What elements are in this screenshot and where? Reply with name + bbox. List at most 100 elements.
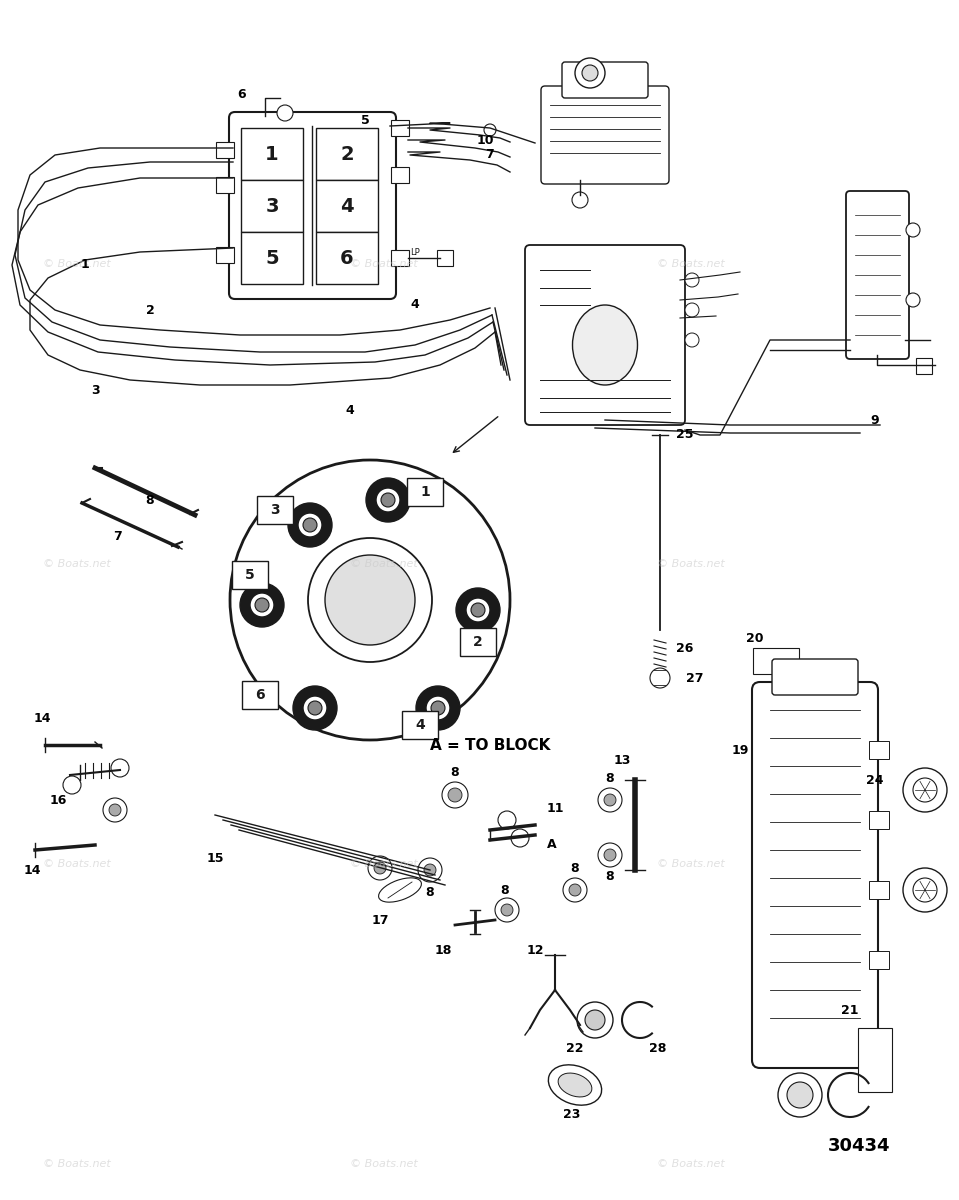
Circle shape [368, 856, 392, 880]
Text: 15: 15 [206, 852, 223, 864]
FancyBboxPatch shape [391, 120, 409, 136]
Circle shape [471, 602, 485, 617]
Text: LP: LP [410, 248, 420, 257]
Text: 30434: 30434 [828, 1138, 890, 1154]
Circle shape [442, 782, 468, 808]
Text: © Boats.net: © Boats.net [43, 1159, 110, 1169]
Text: 1: 1 [266, 144, 279, 163]
Circle shape [604, 794, 616, 806]
Circle shape [495, 898, 519, 922]
Circle shape [308, 701, 322, 715]
Text: © Boats.net: © Boats.net [43, 559, 110, 569]
Circle shape [585, 1010, 605, 1030]
FancyBboxPatch shape [241, 128, 303, 180]
Circle shape [511, 829, 529, 847]
Circle shape [650, 668, 670, 688]
Circle shape [374, 862, 386, 874]
Circle shape [303, 518, 317, 532]
Text: 2: 2 [473, 635, 483, 649]
Text: 4: 4 [340, 197, 354, 216]
Text: © Boats.net: © Boats.net [350, 559, 417, 569]
Text: © Boats.net: © Boats.net [350, 859, 417, 869]
Circle shape [424, 864, 436, 876]
Text: 4: 4 [415, 718, 425, 732]
FancyBboxPatch shape [241, 180, 303, 232]
Text: 3: 3 [91, 384, 100, 396]
Circle shape [366, 478, 410, 522]
Circle shape [913, 778, 937, 802]
Circle shape [103, 798, 127, 822]
Circle shape [293, 686, 337, 730]
Text: 7: 7 [485, 149, 495, 162]
FancyBboxPatch shape [437, 250, 453, 266]
Circle shape [575, 58, 605, 88]
Circle shape [418, 858, 442, 882]
FancyBboxPatch shape [216, 142, 234, 158]
Circle shape [308, 538, 432, 662]
FancyBboxPatch shape [402, 710, 438, 739]
Circle shape [376, 488, 400, 512]
FancyBboxPatch shape [216, 247, 234, 263]
FancyBboxPatch shape [772, 659, 858, 695]
Text: 8: 8 [451, 767, 459, 780]
Text: 16: 16 [49, 793, 67, 806]
Text: 8: 8 [606, 870, 615, 883]
Text: 2: 2 [146, 304, 154, 317]
Text: 21: 21 [841, 1003, 858, 1016]
FancyBboxPatch shape [858, 1028, 892, 1092]
Text: 19: 19 [732, 744, 749, 756]
Text: © Boats.net: © Boats.net [43, 259, 110, 269]
Text: 5: 5 [361, 114, 369, 126]
Text: 4: 4 [410, 299, 419, 312]
Text: 1: 1 [420, 485, 430, 499]
Circle shape [381, 493, 395, 506]
Text: © Boats.net: © Boats.net [657, 859, 724, 869]
Circle shape [63, 776, 81, 794]
Text: 11: 11 [547, 802, 564, 815]
FancyBboxPatch shape [407, 478, 443, 506]
Text: 18: 18 [434, 943, 452, 956]
Circle shape [906, 293, 920, 307]
FancyBboxPatch shape [869, 740, 889, 758]
Circle shape [277, 104, 293, 121]
Text: 2: 2 [340, 144, 354, 163]
FancyBboxPatch shape [525, 245, 685, 425]
Text: 27: 27 [687, 672, 704, 684]
Circle shape [109, 804, 121, 816]
FancyBboxPatch shape [869, 950, 889, 970]
FancyBboxPatch shape [752, 682, 878, 1068]
Ellipse shape [379, 878, 421, 902]
Circle shape [598, 842, 622, 866]
Text: 12: 12 [526, 943, 544, 956]
Text: 1: 1 [81, 258, 89, 271]
Text: 13: 13 [614, 754, 631, 767]
Text: 5: 5 [246, 568, 255, 582]
FancyBboxPatch shape [241, 232, 303, 284]
Circle shape [913, 878, 937, 902]
Text: A = TO BLOCK: A = TO BLOCK [430, 738, 550, 752]
Circle shape [250, 593, 274, 617]
Circle shape [906, 223, 920, 236]
FancyBboxPatch shape [460, 628, 496, 656]
Text: © Boats.net: © Boats.net [657, 559, 724, 569]
Circle shape [787, 1082, 813, 1108]
Circle shape [501, 904, 513, 916]
FancyBboxPatch shape [753, 648, 799, 674]
Text: 14: 14 [34, 712, 51, 725]
FancyBboxPatch shape [316, 128, 378, 180]
FancyBboxPatch shape [229, 112, 396, 299]
Text: 22: 22 [566, 1042, 584, 1055]
Ellipse shape [549, 1064, 601, 1105]
Text: 26: 26 [676, 642, 693, 654]
Text: 6: 6 [255, 688, 265, 702]
Circle shape [582, 65, 598, 80]
Text: 8: 8 [146, 493, 154, 506]
Text: © Boats.net: © Boats.net [657, 259, 724, 269]
Circle shape [685, 332, 699, 347]
FancyBboxPatch shape [242, 680, 278, 709]
FancyBboxPatch shape [391, 167, 409, 182]
Circle shape [111, 758, 129, 778]
Circle shape [448, 788, 462, 802]
Ellipse shape [558, 1073, 592, 1097]
Text: 6: 6 [340, 248, 354, 268]
